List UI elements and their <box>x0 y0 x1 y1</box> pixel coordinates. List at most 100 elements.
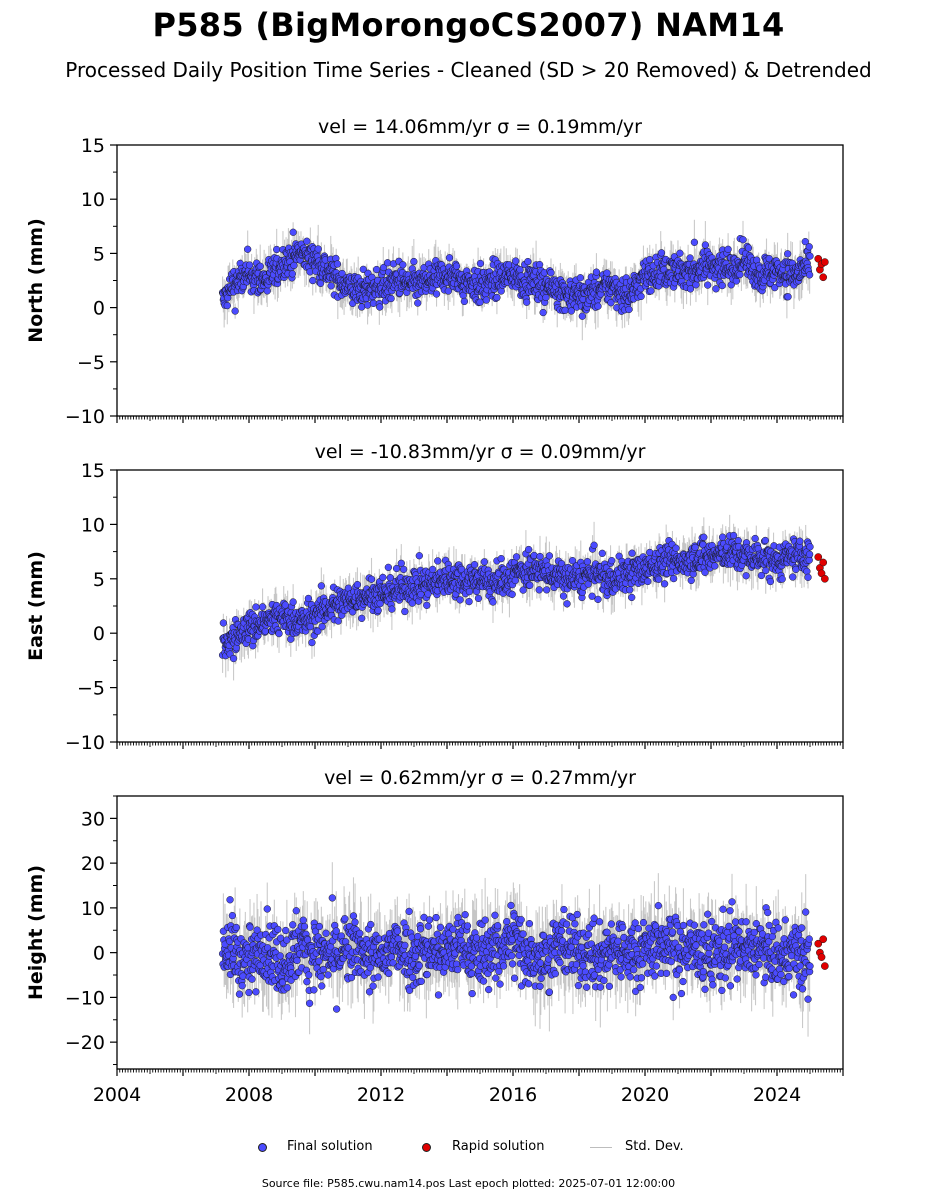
final-solution-point <box>465 597 473 606</box>
final-solution-point <box>742 572 750 580</box>
final-solution-point <box>456 596 464 604</box>
final-solution-point <box>751 534 759 543</box>
final-solution-point <box>401 607 409 616</box>
final-solution-point <box>306 623 315 631</box>
final-solution-point <box>493 293 501 302</box>
final-solution-point <box>801 237 809 246</box>
final-solution-point <box>290 261 298 270</box>
final-solution-point <box>399 565 408 574</box>
final-solution-point <box>686 285 695 293</box>
final-solution-point <box>784 293 792 301</box>
final-solution-point <box>374 606 382 615</box>
y-tick-label: 10 <box>81 189 105 211</box>
final-solution-point <box>423 601 431 609</box>
final-solution-point <box>333 260 342 268</box>
y-tick-label: −10 <box>65 732 105 754</box>
final-solution-point <box>387 294 395 303</box>
final-solution-point <box>289 598 297 606</box>
final-solution-point <box>543 586 551 594</box>
final-solution-point <box>263 287 271 295</box>
y-tick-label: 5 <box>93 243 105 265</box>
final-solution-point <box>380 263 388 272</box>
final-solution-point <box>318 623 326 631</box>
final-solution-point <box>718 281 726 290</box>
final-solution-point <box>628 549 636 557</box>
final-solution-point <box>288 270 297 278</box>
final-solution-point <box>480 558 489 566</box>
final-solution-point <box>275 629 283 638</box>
final-solution-point <box>771 283 779 292</box>
final-solution-point <box>508 590 516 598</box>
final-solution-point <box>444 287 452 295</box>
y-tick-label: −5 <box>77 352 105 374</box>
final-solution-point <box>692 281 700 289</box>
final-solution-point <box>359 265 367 273</box>
final-solution-point <box>397 559 405 567</box>
final-solution-point <box>736 270 744 279</box>
final-solution-point <box>379 573 387 582</box>
final-solution-point <box>470 560 479 569</box>
final-solution-point <box>805 271 814 279</box>
final-solution-point <box>317 582 325 590</box>
figure-title: P585 (BigMorongoCS2007) NAM14 <box>152 6 785 44</box>
final-solution-point <box>806 543 814 551</box>
final-solution-point <box>432 290 441 298</box>
final-solution-point <box>559 592 568 600</box>
final-solution-point <box>338 269 346 278</box>
final-solution-point <box>690 238 699 246</box>
final-solution-point <box>804 573 812 581</box>
final-solution-point <box>229 654 238 663</box>
final-solution-point <box>245 261 254 269</box>
final-solution-point <box>223 301 231 310</box>
final-solution-point <box>700 533 708 541</box>
y-tick-label: 0 <box>93 298 105 320</box>
y-tick-label: −5 <box>77 678 105 700</box>
final-solution-point <box>434 557 442 565</box>
final-solution-point <box>482 296 490 304</box>
final-solution-point <box>289 228 297 236</box>
final-solution-point <box>530 551 538 560</box>
final-solution-point <box>273 245 281 254</box>
final-solution-point <box>687 576 695 585</box>
final-solution-point <box>778 575 786 583</box>
final-solution-point <box>704 281 712 289</box>
final-solution-point <box>281 601 289 609</box>
final-solution-point <box>261 627 269 635</box>
final-solution-point <box>476 259 485 268</box>
final-solution-point <box>590 541 598 549</box>
final-solution-point <box>252 603 260 611</box>
final-solution-point <box>637 292 645 301</box>
final-solution-point <box>761 536 769 545</box>
final-solution-point <box>516 266 524 274</box>
final-solution-point <box>376 303 384 311</box>
final-solution-point <box>256 262 264 270</box>
final-solution-point <box>762 566 770 575</box>
final-solution-point <box>399 261 407 269</box>
final-solution-point <box>474 594 483 603</box>
final-solution-point <box>686 254 694 262</box>
final-solution-point <box>512 553 521 561</box>
final-solution-point <box>524 257 532 266</box>
final-solution-point <box>669 574 678 583</box>
final-solution-point <box>445 254 454 262</box>
final-solution-point <box>353 580 362 589</box>
final-solution-point <box>367 575 376 583</box>
final-solution-point <box>372 265 381 274</box>
final-solution-point <box>626 586 634 594</box>
final-solution-point <box>568 556 577 565</box>
final-solution-point <box>603 269 611 277</box>
final-solution-point <box>327 282 335 290</box>
rapid-solution-point <box>819 558 828 567</box>
y-axis-label-north: North (mm) <box>25 218 47 343</box>
final-solution-point <box>460 297 469 306</box>
y-tick-label: 5 <box>93 569 105 591</box>
final-solution-point <box>711 562 719 570</box>
final-solution-point <box>287 635 295 643</box>
final-solution-point <box>607 299 615 307</box>
y-tick-label: 15 <box>81 135 105 157</box>
data-group-north <box>218 219 829 341</box>
final-solution-point <box>594 302 602 310</box>
final-solution-point <box>497 554 505 563</box>
final-solution-point <box>244 245 252 253</box>
final-solution-point <box>465 587 474 596</box>
